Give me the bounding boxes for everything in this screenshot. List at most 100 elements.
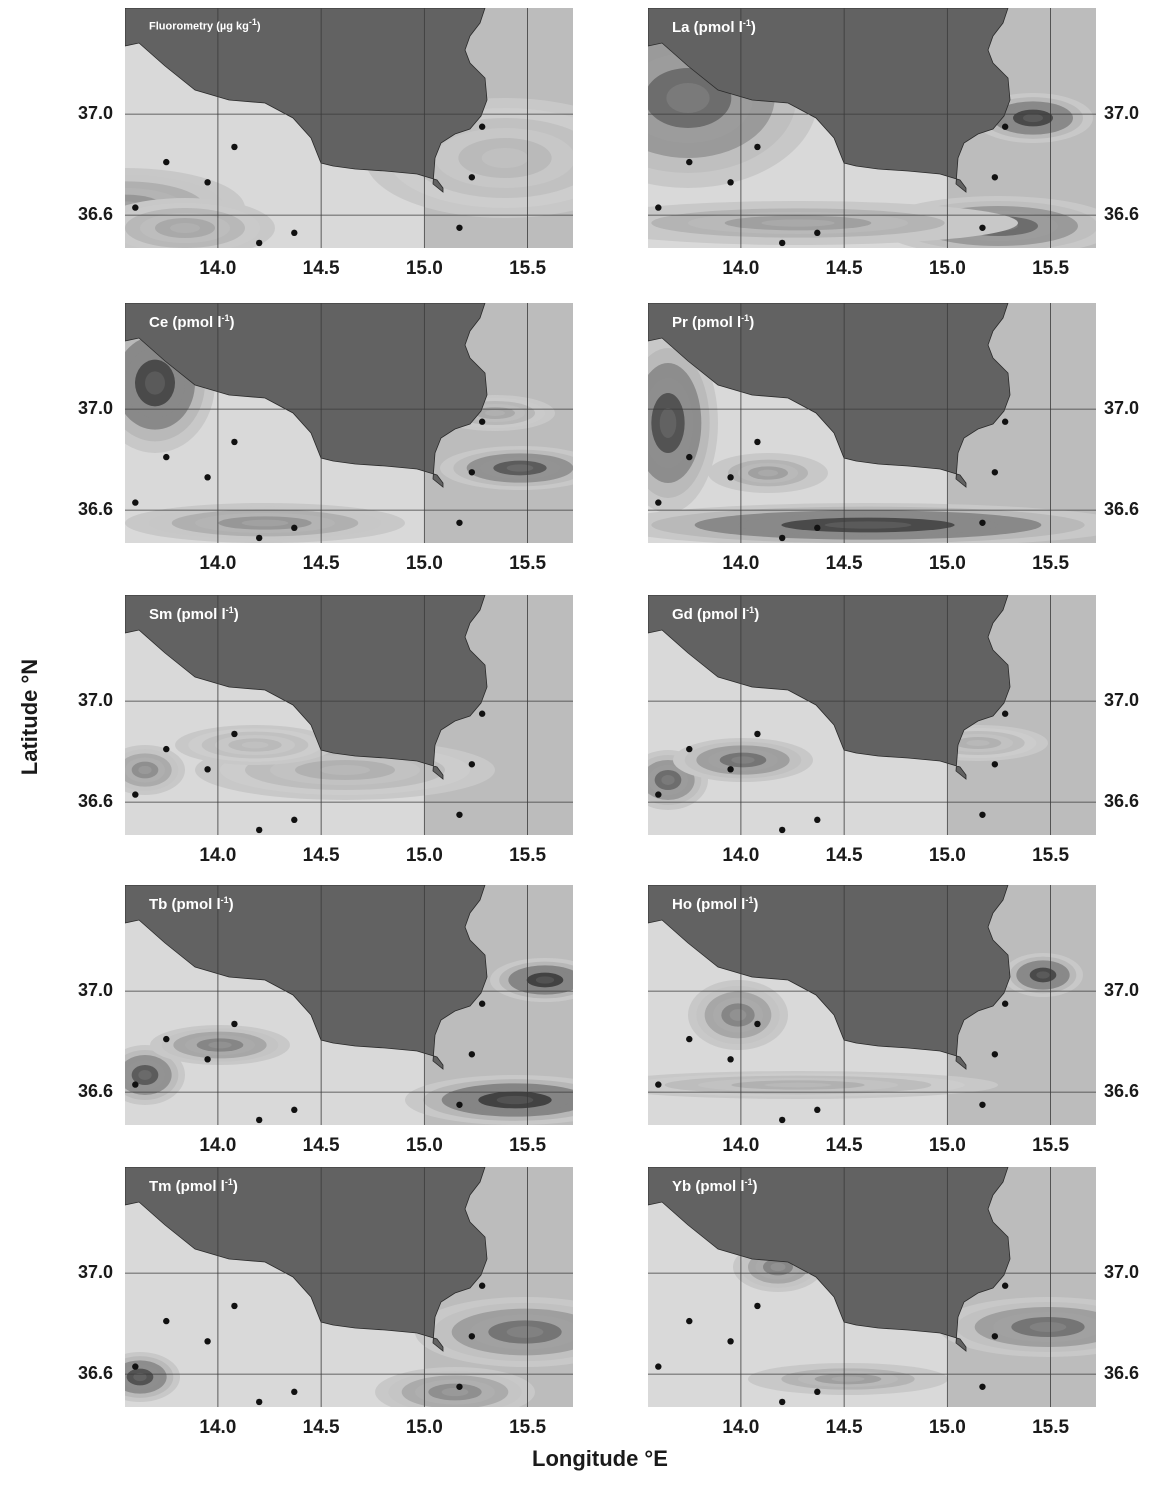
y-tick-label: 37.0	[1104, 980, 1140, 1001]
station-point	[754, 438, 761, 446]
station-point	[231, 1302, 238, 1310]
y-tick-label: 37.0	[1104, 398, 1140, 419]
x-tick-label: 15.5	[1032, 258, 1070, 279]
station-point	[686, 745, 693, 753]
panel-label-close: )	[229, 314, 235, 331]
station-point	[163, 1035, 170, 1043]
station-point	[456, 519, 463, 526]
station-point	[655, 499, 662, 506]
contour-map: Ho (pmol l-1)	[648, 885, 1096, 1125]
station-point	[979, 224, 986, 231]
contour-map: Tm (pmol l-1)	[125, 1167, 573, 1407]
contour-ring	[1029, 1322, 1067, 1332]
contour-map: Gd (pmol l-1)	[648, 595, 1096, 835]
station-point	[655, 1363, 662, 1370]
contour-ring	[481, 148, 529, 168]
x-tick-label: 14.0	[722, 1135, 760, 1156]
station-point	[255, 1398, 263, 1406]
x-tick-label: 15.0	[405, 1135, 443, 1156]
x-tick-label: 15.5	[1032, 553, 1070, 574]
station-point	[727, 179, 734, 186]
panel-label: La (pmol l-1)	[672, 18, 756, 36]
panel-label-close: )	[228, 896, 234, 913]
map-graphic	[648, 595, 1096, 835]
contour-ring	[661, 775, 675, 785]
contour-map: La (pmol l-1)	[648, 8, 1096, 248]
map-panel: Ho (pmol l-1) 14.0 14.5 15.0 15.5 37.0 36.6	[648, 885, 1139, 1165]
panel-label-close: )	[752, 1178, 758, 1195]
station-point	[163, 453, 170, 461]
panel-label-text: Ce (pmol l	[149, 314, 222, 331]
x-tick-label: 14.0	[722, 258, 760, 279]
station-point	[1001, 1000, 1009, 1007]
x-tick-label: 14.5	[302, 845, 340, 866]
y-tick-label: 36.6	[1104, 499, 1140, 520]
x-tick-label: 15.0	[928, 845, 966, 866]
station-point	[686, 1317, 693, 1325]
x-tick-label: 15.5	[1032, 1417, 1070, 1438]
contour-ring	[138, 765, 152, 775]
station-point	[754, 1020, 761, 1028]
panel-label-exponent: -1	[742, 18, 751, 28]
panel-label-text: Tm (pmol l	[149, 1178, 225, 1195]
map-panel: Tm (pmol l-1) 14.0 14.5 15.0 15.5 37.0 36.6	[78, 1167, 573, 1447]
x-tick-label: 14.0	[199, 553, 237, 574]
station-point	[478, 418, 486, 425]
station-point	[778, 239, 786, 247]
panel-label-exponent: -1	[248, 17, 257, 27]
contour-ring	[758, 469, 778, 477]
x-tick-label: 15.5	[509, 1417, 547, 1438]
station-point	[132, 1081, 139, 1088]
station-point	[979, 1383, 986, 1390]
contour-ring	[441, 1387, 469, 1397]
station-point	[754, 1302, 761, 1310]
contour-ring	[138, 1070, 152, 1080]
map-panel: Ce (pmol l-1) 14.0 14.5 15.0 15.5 37.0 36.6	[78, 303, 573, 583]
station-point	[1001, 1282, 1009, 1289]
station-point	[204, 474, 211, 481]
station-point	[478, 1282, 486, 1289]
x-tick-label: 14.0	[722, 1417, 760, 1438]
map-panel: Gd (pmol l-1) 14.0 14.5 15.0 15.5 37.0 36.6	[648, 595, 1139, 875]
station-point	[727, 1056, 734, 1063]
map-graphic	[125, 595, 573, 835]
contour-ring	[1023, 113, 1043, 123]
contour-map: Ce (pmol l-1)	[125, 303, 573, 543]
map-panel: Yb (pmol l-1) 14.0 14.5 15.0 15.5 37.0 36.6	[648, 1167, 1139, 1447]
x-tick-label: 14.5	[302, 1135, 340, 1156]
station-point	[778, 1398, 786, 1406]
x-tick-label: 15.0	[405, 553, 443, 574]
map-graphic	[648, 8, 1096, 248]
panel-label: Ce (pmol l-1)	[149, 313, 235, 331]
x-tick-label: 15.5	[509, 553, 547, 574]
station-point	[456, 811, 463, 818]
station-point	[204, 1338, 211, 1345]
land-sicily	[125, 303, 488, 488]
contour-ring	[241, 519, 289, 527]
panel-label-text: Tb (pmol l	[149, 896, 221, 913]
map-panel: La (pmol l-1) 14.0 14.5 15.0 15.5 37.0 36.6	[648, 8, 1139, 288]
y-tick-label: 36.6	[1104, 1081, 1140, 1102]
contour-map: Pr (pmol l-1)	[648, 303, 1096, 543]
x-tick-label: 14.5	[302, 553, 340, 574]
station-point	[979, 519, 986, 526]
panel-label-exponent: -1	[220, 895, 229, 905]
station-point	[991, 761, 999, 768]
station-point	[291, 229, 298, 237]
station-point	[991, 1051, 999, 1058]
land-sicily	[125, 595, 488, 780]
contour-ring	[824, 521, 912, 529]
contour-ring	[761, 219, 835, 227]
contour-ring	[170, 223, 200, 233]
contour-ring	[831, 1376, 865, 1382]
contour-map: Fluorometry (µg kg-1)	[125, 8, 573, 248]
x-tick-label: 14.0	[199, 1135, 237, 1156]
map-graphic	[125, 8, 573, 248]
station-point	[686, 453, 693, 461]
y-tick-label: 36.6	[77, 1363, 113, 1384]
x-tick-label: 15.5	[509, 258, 547, 279]
map-graphic	[125, 303, 573, 543]
x-tick-label: 14.5	[825, 1417, 863, 1438]
contour-ring	[966, 740, 990, 746]
panel-label-close: )	[753, 896, 759, 913]
